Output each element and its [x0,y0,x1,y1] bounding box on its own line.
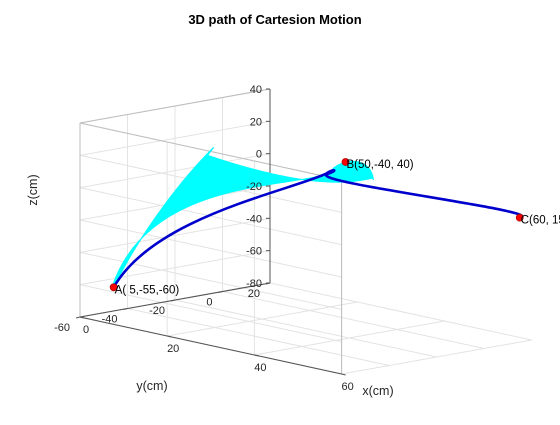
gridline-z-left [79,120,271,156]
z-axis-label: z(cm) [26,174,40,205]
gridline-z-right [79,284,342,343]
x-tick-mark [341,373,346,376]
x-axis-label: x(cm) [362,384,393,398]
y-tick-label: -20 [149,305,165,317]
z-tick-label: 0 [256,149,262,161]
gridline-z-left [79,250,271,286]
gridline-z-right [79,219,342,278]
waypoint-marker [109,283,118,292]
x-tick-mark [79,316,85,319]
x-tick-mark [167,335,172,338]
x-tick-label: 0 [83,324,89,336]
tick-labels: 0 20 40 60 20 0 -20 -40 -60 40 20 0 -20 -40 -60 -80 [54,84,354,393]
waypoint-marker [515,213,524,222]
gridline-y-floor [222,291,485,349]
gridline-y-floor [269,282,532,341]
x-tick-label: 40 [254,362,266,374]
z-tick-label: -80 [246,278,262,290]
z-tick-label: -60 [246,246,262,258]
waypoint-label: A( 5,-55,-60) [115,284,180,296]
gridline-y-floor [127,308,390,366]
waypoints: A( 5,-55,-60) B(50,-40, 40) C(60, 15,-3 [109,158,560,296]
z-tick-label: -20 [246,181,262,193]
path-line [112,168,524,288]
waypoint-marker [341,158,350,166]
gridline-y-floor [174,299,437,358]
chart-title: 3D path of Cartesion Motion [188,12,361,27]
z-tick-label: 20 [250,116,262,128]
path-series [112,168,524,288]
y-tick-mark [170,299,176,302]
link-shading [111,146,374,286]
z-tick-label: -40 [246,213,262,225]
gridline-z-left [79,217,271,253]
z-tick-label: 40 [250,84,262,96]
y-tick-label: -40 [102,314,118,326]
x-tick-mark [254,354,259,357]
box-edge [79,88,271,124]
y-tick-label: 0 [206,297,212,309]
x-tick-label: 20 [167,343,179,355]
y-axis-label: y(cm) [136,379,167,393]
y-tick-mark [218,291,223,293]
link-shading-surface [111,146,374,286]
x-axis-line [79,316,342,375]
y-tick-label: -60 [54,322,70,334]
y-tick-mark [123,308,128,310]
y-tick-label: 20 [248,288,260,300]
x-tick-label: 60 [341,381,353,393]
waypoint-label: B(50,-40, 40) [347,159,414,171]
gridline-z-left [79,153,271,189]
waypoint-label: C(60, 15,-3 [521,215,560,227]
y-tick-mark [75,316,81,319]
